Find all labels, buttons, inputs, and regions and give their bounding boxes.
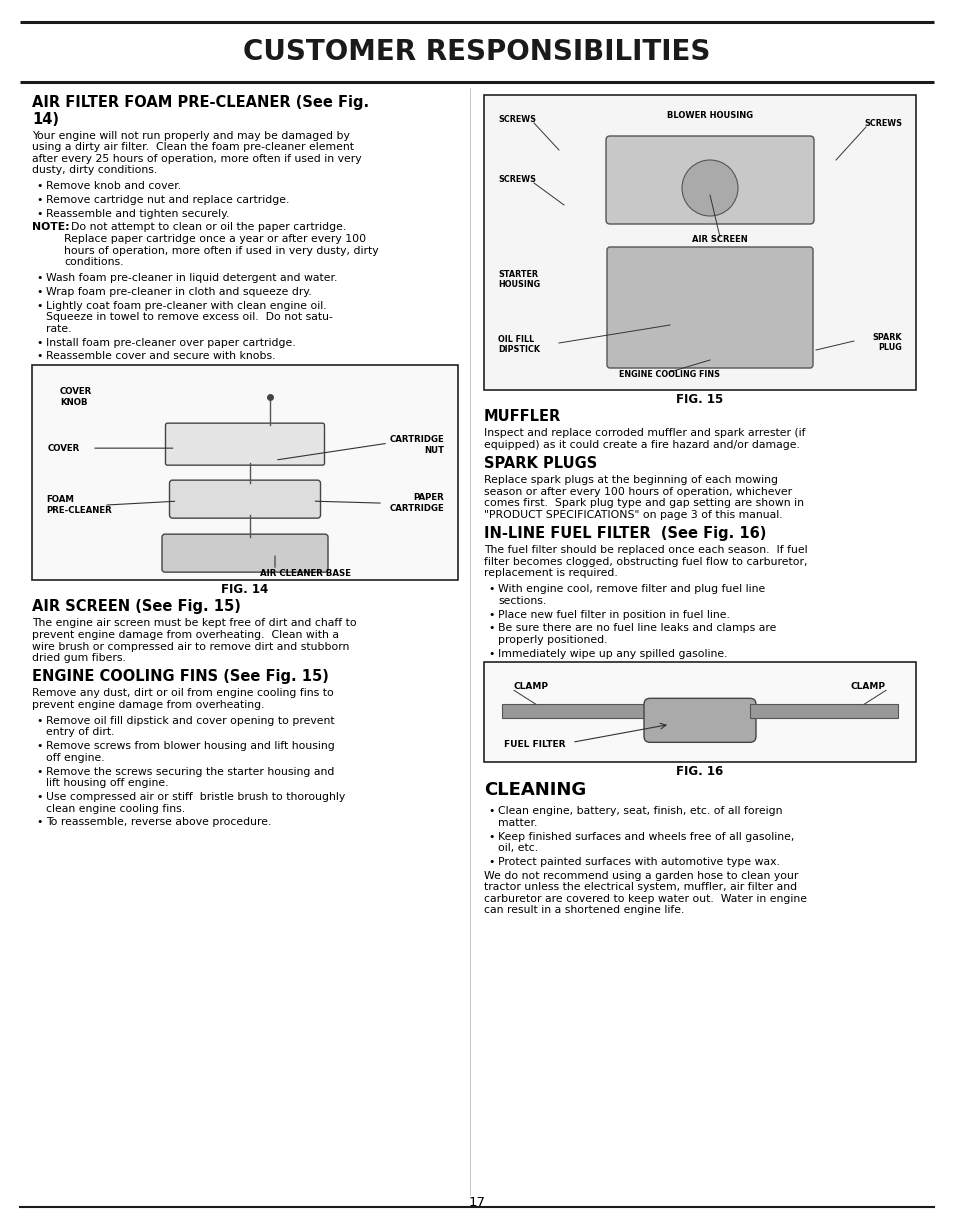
FancyBboxPatch shape bbox=[162, 535, 328, 572]
Text: SCREWS: SCREWS bbox=[497, 175, 536, 183]
Text: Replace spark plugs at the beginning of each mowing
season or after every 100 ho: Replace spark plugs at the beginning of … bbox=[483, 475, 803, 520]
Bar bbox=[749, 705, 897, 718]
Text: AIR FILTER FOAM PRE-CLEANER (See Fig.
14): AIR FILTER FOAM PRE-CLEANER (See Fig. 14… bbox=[32, 95, 369, 128]
Text: Lightly coat foam pre-cleaner with clean engine oil.
Squeeze in towel to remove : Lightly coat foam pre-cleaner with clean… bbox=[46, 300, 333, 334]
Text: OIL FILL
DIPSTICK: OIL FILL DIPSTICK bbox=[497, 335, 539, 355]
FancyBboxPatch shape bbox=[165, 423, 324, 465]
Text: CLEANING: CLEANING bbox=[483, 781, 586, 799]
Text: FUEL FILTER: FUEL FILTER bbox=[503, 740, 565, 750]
Text: COVER
KNOB: COVER KNOB bbox=[60, 388, 92, 407]
Text: Wrap foam pre-cleaner in cloth and squeeze dry.: Wrap foam pre-cleaner in cloth and squee… bbox=[46, 287, 312, 296]
Text: COVER: COVER bbox=[48, 443, 80, 453]
Bar bbox=[501, 705, 658, 718]
Text: Your engine will not run properly and may be damaged by
using a dirty air filter: Your engine will not run properly and ma… bbox=[32, 130, 361, 175]
Bar bbox=[483, 95, 915, 390]
FancyBboxPatch shape bbox=[606, 247, 812, 368]
Text: Keep finished surfaces and wheels free of all gasoline,
oil, etc.: Keep finished surfaces and wheels free o… bbox=[497, 831, 794, 853]
Text: •: • bbox=[36, 273, 42, 283]
Text: CARTRIDGE
NUT: CARTRIDGE NUT bbox=[389, 435, 443, 454]
Text: •: • bbox=[36, 716, 42, 725]
Text: FOAM
PRE-CLEANER: FOAM PRE-CLEANER bbox=[46, 496, 112, 515]
Text: AIR SCREEN (See Fig. 15): AIR SCREEN (See Fig. 15) bbox=[32, 599, 240, 614]
Text: •: • bbox=[488, 857, 494, 868]
Text: •: • bbox=[488, 584, 494, 594]
Text: SCREWS: SCREWS bbox=[863, 119, 901, 128]
Text: Remove screws from blower housing and lift housing
off engine.: Remove screws from blower housing and li… bbox=[46, 741, 335, 763]
Text: •: • bbox=[36, 351, 42, 361]
FancyBboxPatch shape bbox=[605, 136, 813, 224]
Text: •: • bbox=[36, 181, 42, 191]
Text: AIR SCREEN: AIR SCREEN bbox=[691, 234, 747, 244]
Text: •: • bbox=[36, 196, 42, 205]
Text: Remove any dust, dirt or oil from engine cooling fins to
prevent engine damage f: Remove any dust, dirt or oil from engine… bbox=[32, 689, 334, 710]
Text: •: • bbox=[488, 806, 494, 816]
Text: •: • bbox=[488, 610, 494, 620]
Text: We do not recommend using a garden hose to clean your
tractor unless the electri: We do not recommend using a garden hose … bbox=[483, 871, 806, 915]
Text: IN-LINE FUEL FILTER  (See Fig. 16): IN-LINE FUEL FILTER (See Fig. 16) bbox=[483, 526, 765, 541]
Text: Remove the screws securing the starter housing and
lift housing off engine.: Remove the screws securing the starter h… bbox=[46, 767, 334, 789]
Text: Immediately wipe up any spilled gasoline.: Immediately wipe up any spilled gasoline… bbox=[497, 649, 727, 659]
Text: ENGINE COOLING FINS (See Fig. 15): ENGINE COOLING FINS (See Fig. 15) bbox=[32, 669, 329, 684]
Text: Place new fuel filter in position in fuel line.: Place new fuel filter in position in fue… bbox=[497, 610, 729, 620]
Text: Remove oil fill dipstick and cover opening to prevent
entry of dirt.: Remove oil fill dipstick and cover openi… bbox=[46, 716, 335, 738]
Text: Inspect and replace corroded muffler and spark arrester (if
equipped) as it coul: Inspect and replace corroded muffler and… bbox=[483, 428, 804, 450]
Text: ENGINE COOLING FINS: ENGINE COOLING FINS bbox=[618, 371, 720, 379]
Text: Do not attempt to clean or oil the paper cartridge.
Replace paper cartridge once: Do not attempt to clean or oil the paper… bbox=[64, 222, 378, 267]
Text: STARTER
HOUSING: STARTER HOUSING bbox=[497, 270, 539, 289]
Text: NOTE:: NOTE: bbox=[32, 222, 70, 232]
Text: CLAMP: CLAMP bbox=[514, 683, 548, 691]
Circle shape bbox=[681, 160, 738, 216]
Text: SCREWS: SCREWS bbox=[497, 115, 536, 124]
Bar bbox=[32, 366, 457, 580]
Text: AIR CLEANER BASE: AIR CLEANER BASE bbox=[260, 569, 351, 577]
Text: 17: 17 bbox=[468, 1197, 485, 1209]
Text: •: • bbox=[488, 831, 494, 842]
Text: With engine cool, remove filter and plug fuel line
sections.: With engine cool, remove filter and plug… bbox=[497, 584, 764, 606]
Text: Install foam pre-cleaner over paper cartridge.: Install foam pre-cleaner over paper cart… bbox=[46, 338, 295, 347]
Text: FIG. 16: FIG. 16 bbox=[676, 765, 723, 779]
Text: •: • bbox=[488, 649, 494, 659]
Text: Protect painted surfaces with automotive type wax.: Protect painted surfaces with automotive… bbox=[497, 857, 779, 868]
Text: BLOWER HOUSING: BLOWER HOUSING bbox=[666, 111, 752, 120]
Text: •: • bbox=[36, 300, 42, 311]
Text: FIG. 14: FIG. 14 bbox=[221, 583, 269, 597]
Text: Remove cartridge nut and replace cartridge.: Remove cartridge nut and replace cartrid… bbox=[46, 196, 289, 205]
Text: •: • bbox=[488, 623, 494, 633]
Text: •: • bbox=[36, 338, 42, 347]
Text: •: • bbox=[36, 209, 42, 219]
Text: •: • bbox=[36, 767, 42, 776]
Text: •: • bbox=[36, 818, 42, 827]
Text: Be sure there are no fuel line leaks and clamps are
properly positioned.: Be sure there are no fuel line leaks and… bbox=[497, 623, 776, 645]
Text: Use compressed air or stiff  bristle brush to thoroughly
clean engine cooling fi: Use compressed air or stiff bristle brus… bbox=[46, 792, 345, 814]
Text: •: • bbox=[36, 741, 42, 751]
Text: SPARK
PLUG: SPARK PLUG bbox=[872, 333, 901, 352]
Text: To reassemble, reverse above procedure.: To reassemble, reverse above procedure. bbox=[46, 818, 271, 827]
Text: Remove knob and cover.: Remove knob and cover. bbox=[46, 181, 181, 191]
Text: •: • bbox=[36, 792, 42, 802]
Text: PAPER
CARTRIDGE: PAPER CARTRIDGE bbox=[389, 493, 443, 513]
Text: The engine air screen must be kept free of dirt and chaff to
prevent engine dama: The engine air screen must be kept free … bbox=[32, 618, 356, 663]
Text: •: • bbox=[36, 287, 42, 296]
Text: SPARK PLUGS: SPARK PLUGS bbox=[483, 456, 597, 470]
FancyBboxPatch shape bbox=[170, 480, 320, 518]
Text: MUFFLER: MUFFLER bbox=[483, 409, 560, 424]
Text: FIG. 15: FIG. 15 bbox=[676, 392, 723, 406]
Text: Reassemble cover and secure with knobs.: Reassemble cover and secure with knobs. bbox=[46, 351, 275, 361]
Text: CUSTOMER RESPONSIBILITIES: CUSTOMER RESPONSIBILITIES bbox=[243, 38, 710, 66]
Bar bbox=[483, 662, 915, 762]
Text: Clean engine, battery, seat, finish, etc. of all foreign
matter.: Clean engine, battery, seat, finish, etc… bbox=[497, 806, 781, 827]
Text: Wash foam pre-cleaner in liquid detergent and water.: Wash foam pre-cleaner in liquid detergen… bbox=[46, 273, 337, 283]
Text: CLAMP: CLAMP bbox=[850, 683, 885, 691]
Text: Reassemble and tighten securely.: Reassemble and tighten securely. bbox=[46, 209, 229, 219]
Text: The fuel filter should be replaced once each season.  If fuel
filter becomes clo: The fuel filter should be replaced once … bbox=[483, 546, 807, 578]
FancyBboxPatch shape bbox=[643, 699, 755, 742]
